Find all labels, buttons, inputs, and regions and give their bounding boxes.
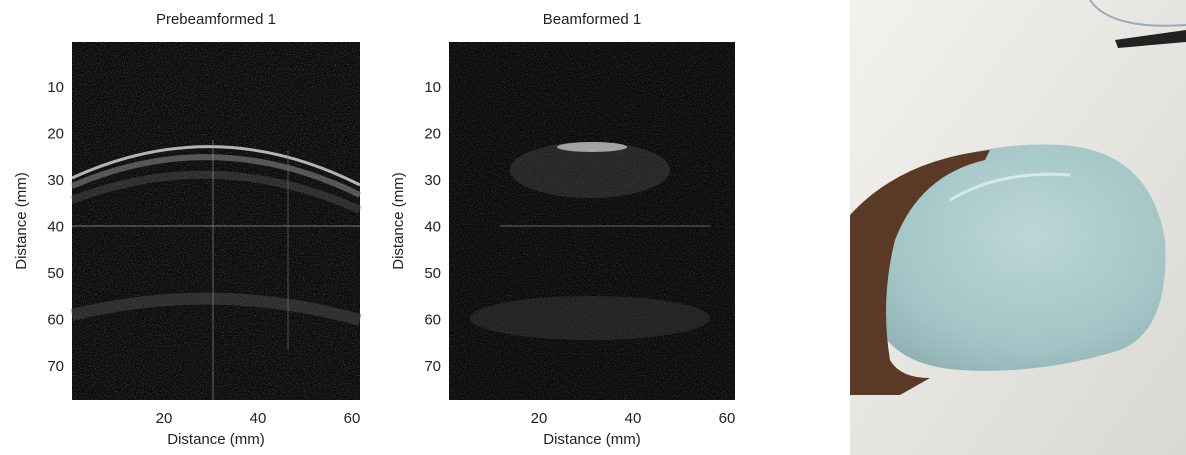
y-tick-label: 30 <box>424 172 441 189</box>
x-tick-label: 20 <box>531 410 548 427</box>
y-tick-label: 30 <box>47 172 64 189</box>
x-axis-label: Distance (mm) <box>167 431 265 448</box>
x-tick-label: 40 <box>625 410 642 427</box>
y-axis-label: Distance (mm) <box>390 172 407 270</box>
y-tick-label: 70 <box>424 358 441 375</box>
x-tick-label: 20 <box>156 410 173 427</box>
y-tick-label: 40 <box>47 218 64 235</box>
x-axis-label: Distance (mm) <box>543 431 641 448</box>
y-tick-label: 50 <box>47 265 64 282</box>
ultrasound-image <box>70 42 362 400</box>
x-tick-label: 60 <box>719 410 736 427</box>
x-tick-label: 60 <box>344 410 361 427</box>
y-tick-label: 40 <box>424 218 441 235</box>
y-tick-label: 60 <box>47 311 64 328</box>
y-tick-label: 70 <box>47 358 64 375</box>
ultrasound-image <box>449 42 735 400</box>
y-axis-label: Distance (mm) <box>13 172 30 270</box>
y-tick-label: 60 <box>424 311 441 328</box>
y-tick-label: 10 <box>47 79 64 96</box>
y-tick-label: 10 <box>424 79 441 96</box>
y-tick-label: 20 <box>424 125 441 142</box>
y-tick-label: 20 <box>47 125 64 142</box>
photo <box>850 0 1186 455</box>
y-tick-label: 50 <box>424 265 441 282</box>
x-tick-label: 40 <box>250 410 267 427</box>
panel-title: Beamformed 1 <box>543 11 641 28</box>
panel-title: Prebeamformed 1 <box>156 11 276 28</box>
